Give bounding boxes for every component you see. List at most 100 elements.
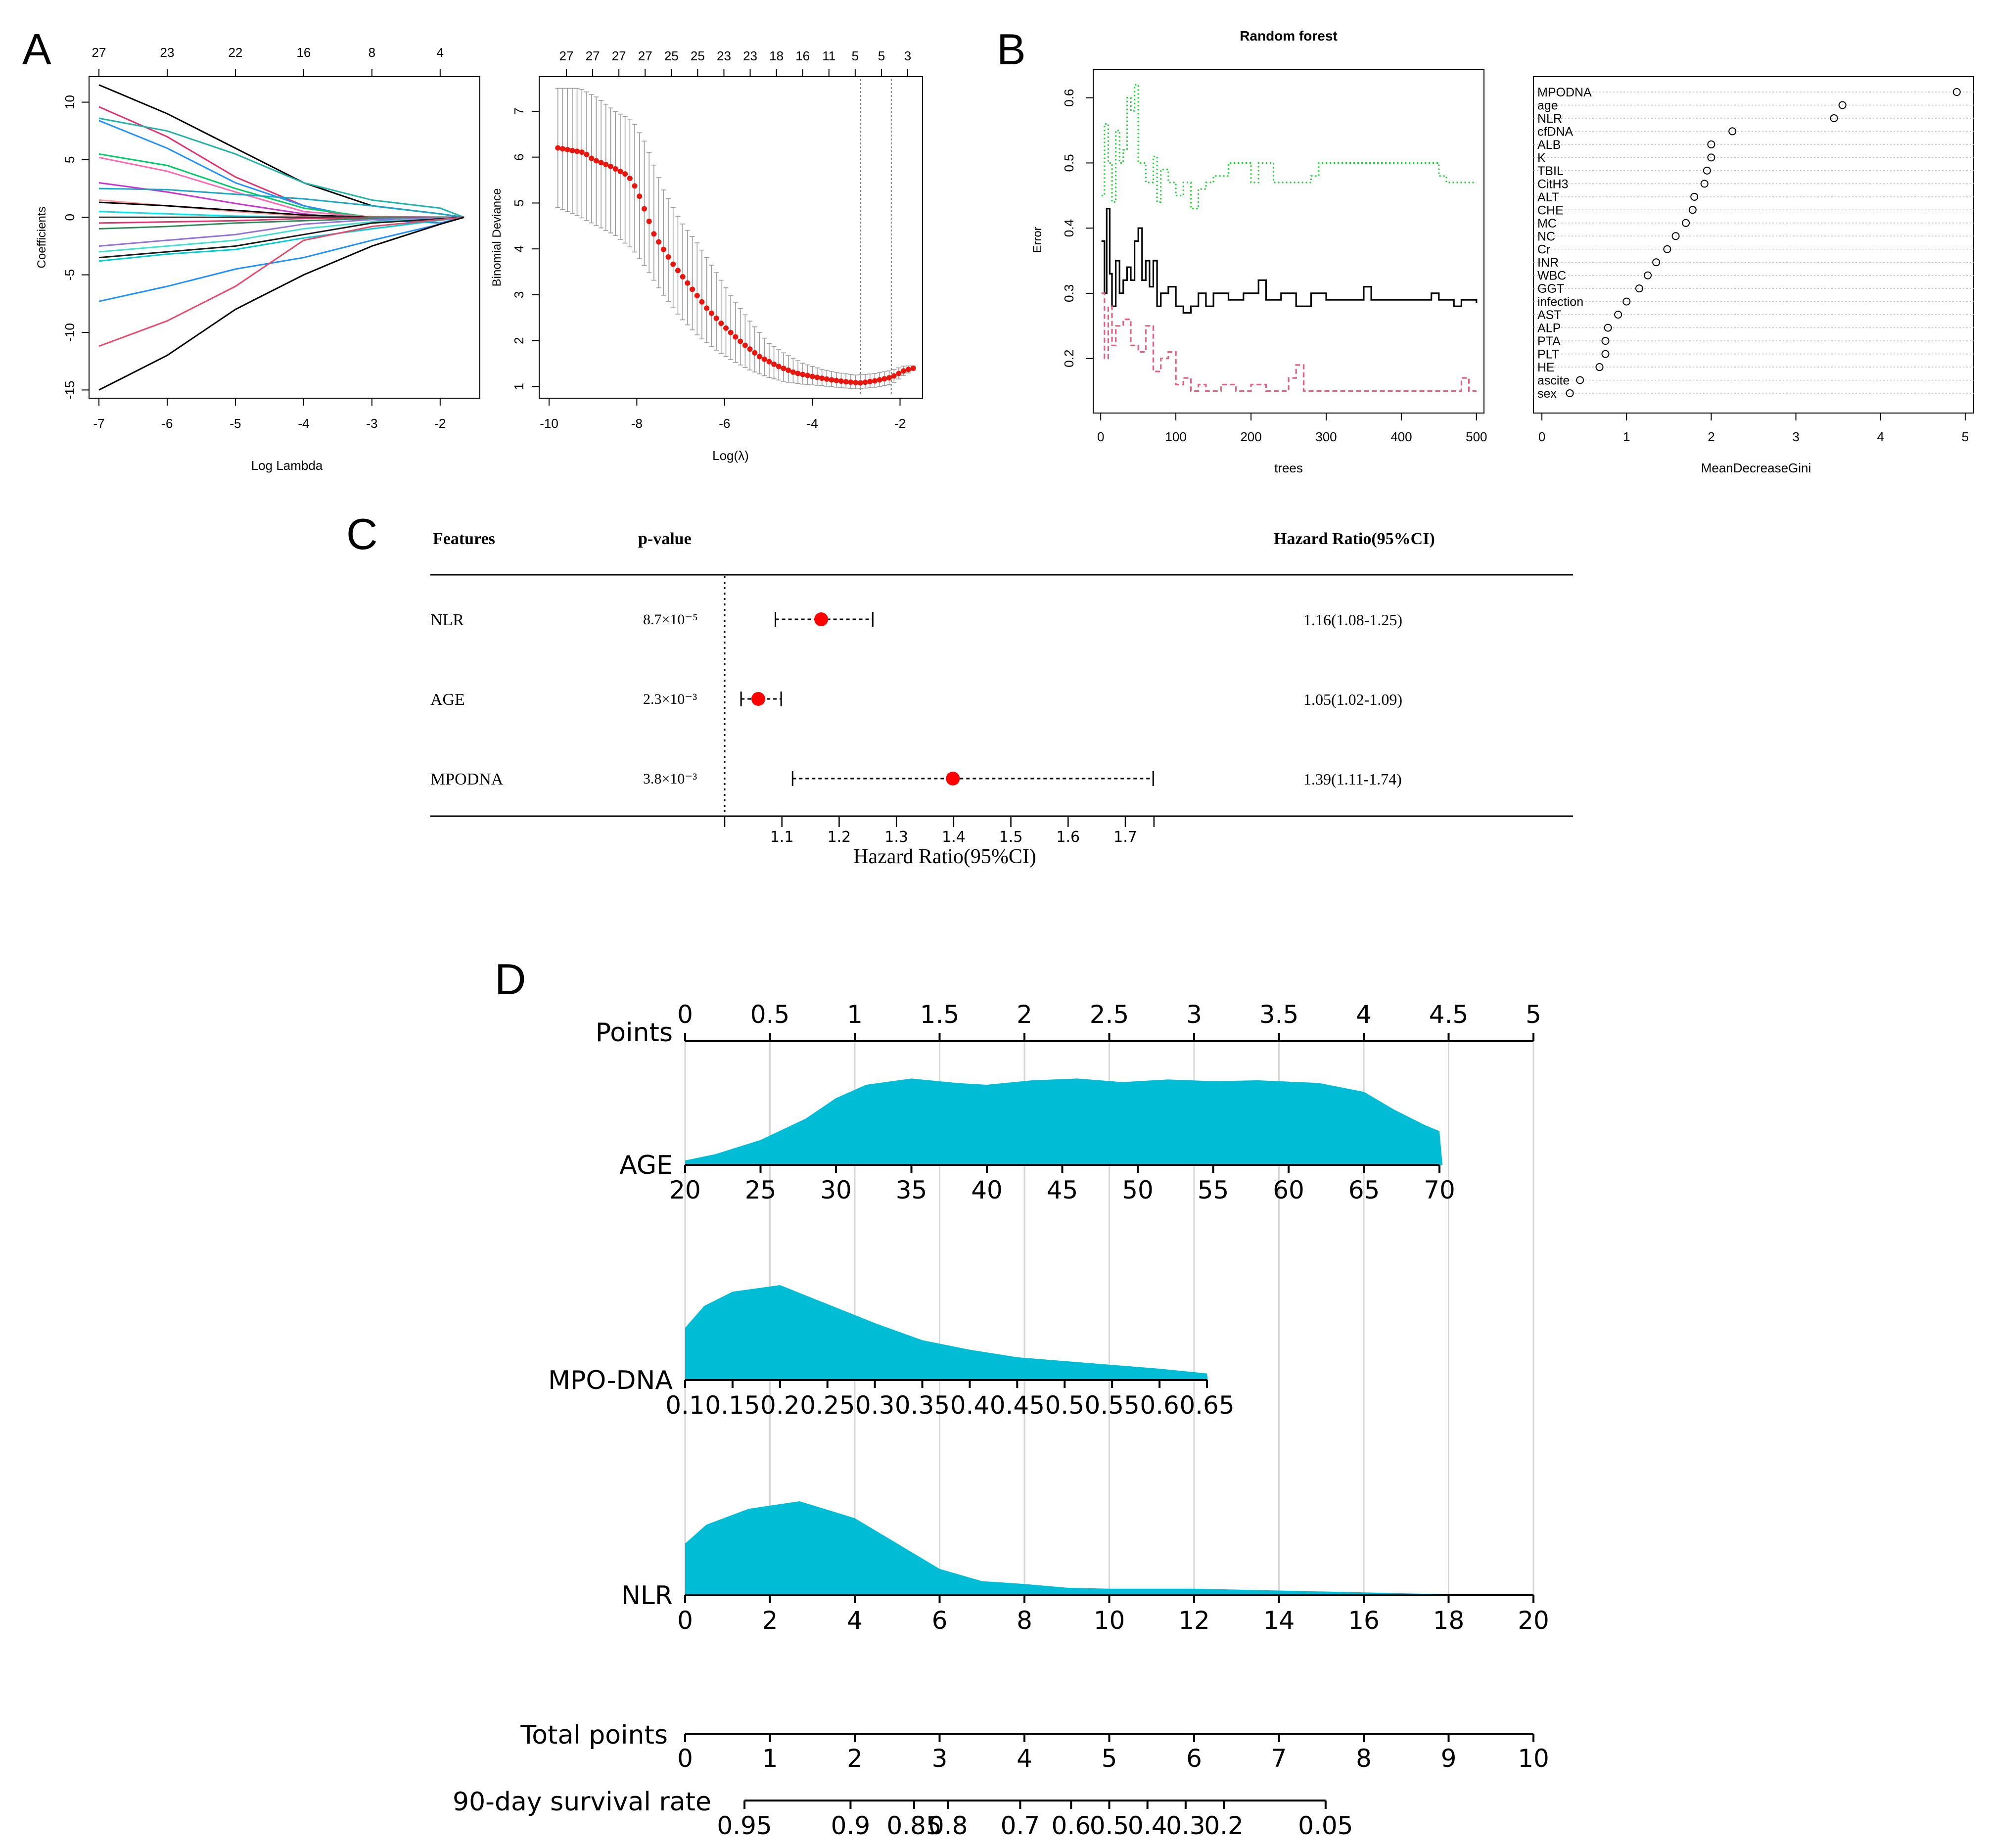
deviance-points xyxy=(555,145,916,386)
plot-frame xyxy=(89,76,480,399)
deviance-point xyxy=(738,338,743,344)
total-points-axis: 0 1 2 3 4 5 6 7 8 9 10 Total points xyxy=(520,1720,1549,1773)
importance-point xyxy=(1614,311,1622,319)
top-tick-label: 23 xyxy=(717,48,731,63)
x-axis-ticks: 0 1 2 3 4 5 xyxy=(1538,413,1969,444)
lasso-coefficient-plot: -7 -6 -5 -4 -3 -2 -15 -10 -5 0 5 10 27 23 22 16 8 4 Log… xyxy=(35,45,480,473)
y-tick-label: -15 xyxy=(62,381,77,400)
coefficient-path-8 xyxy=(98,187,464,218)
points-tick-label: 5 xyxy=(1526,1000,1541,1029)
x-tick-label: 5 xyxy=(1962,429,1969,444)
y-tick-label: 2 xyxy=(511,337,526,344)
header-features: Features xyxy=(433,530,495,548)
panel-label-c: C xyxy=(346,509,378,558)
p-value: 3.8×10⁻³ xyxy=(643,771,697,787)
deviance-point xyxy=(656,239,662,245)
top-tick-label: 18 xyxy=(769,48,784,63)
deviance-point xyxy=(877,377,882,383)
survival-tick-label: 0.9 xyxy=(831,1811,871,1840)
p-value: 2.3×10⁻³ xyxy=(643,691,697,707)
variable-tick-label: 12 xyxy=(1178,1606,1210,1635)
total-points-tick-label: 7 xyxy=(1271,1744,1287,1773)
variable-label: age xyxy=(1537,98,1558,112)
x-tick-label: -4 xyxy=(298,416,309,431)
deviance-point xyxy=(819,375,825,381)
variable-label: TBIL xyxy=(1537,164,1564,178)
y-axis-ticks: 1 2 3 4 5 6 7 xyxy=(511,108,539,390)
error-series-3 xyxy=(1101,84,1477,210)
top-tick-label: 25 xyxy=(664,48,679,63)
variable-tick-label: 70 xyxy=(1424,1176,1455,1204)
feature-name: MPODNA xyxy=(430,770,504,788)
coefficient-path-21 xyxy=(98,216,464,391)
total-points-tick-label: 0 xyxy=(677,1744,693,1773)
variable-tick-label: 25 xyxy=(745,1176,777,1204)
panel-label-d: D xyxy=(495,955,526,1004)
top-tick-label: 27 xyxy=(612,48,626,63)
total-points-axis-label: Total points xyxy=(520,1720,668,1750)
coefficient-path-6 xyxy=(98,156,464,218)
deviance-point xyxy=(569,147,575,153)
x-tick-label: -7 xyxy=(93,416,104,431)
x-tick-label: -4 xyxy=(807,416,818,431)
deviance-point xyxy=(699,299,705,305)
deviance-point xyxy=(752,350,758,356)
variable-tick-label: 0.5 xyxy=(1045,1391,1085,1420)
variable-label: ALB xyxy=(1537,138,1561,152)
importance-point xyxy=(1688,206,1697,214)
points-tick-label: 4 xyxy=(1356,1000,1372,1029)
x-tick-label: 500 xyxy=(1466,429,1487,444)
deviance-point xyxy=(564,147,570,153)
survival-tick-label: 0.2 xyxy=(1204,1811,1244,1840)
deviance-point xyxy=(776,364,782,370)
variable-tick-label: 20 xyxy=(669,1176,701,1204)
variable-label: PTA xyxy=(1537,334,1561,348)
y-tick-label: 3 xyxy=(511,291,526,298)
variable-label: MC xyxy=(1537,217,1557,231)
deviance-point xyxy=(660,246,666,252)
points-tick-label: 1 xyxy=(847,1000,863,1029)
variable-tick-label: 0.65 xyxy=(1179,1391,1234,1420)
deviance-point xyxy=(814,374,820,380)
hazard-ratio-axis: 1.1 1.2 1.3 1.4 1.5 1.6 1.7 xyxy=(724,817,1155,846)
variable-label: NLR xyxy=(621,1581,673,1611)
points-tick-label: 0 xyxy=(677,1000,693,1029)
variable-label: CHE xyxy=(1537,203,1564,217)
variable-tick-label: 45 xyxy=(1047,1176,1078,1204)
x-tick-label: 0 xyxy=(1097,429,1104,444)
coefficient-path-5 xyxy=(98,153,464,218)
top-tick-label: 27 xyxy=(92,45,106,60)
variable-tick-label: 0.2 xyxy=(760,1391,800,1420)
top-tick-label: 11 xyxy=(822,48,835,63)
deviance-point xyxy=(713,315,719,321)
variable-label: GGT xyxy=(1537,282,1564,296)
axis-tick-label: 1.7 xyxy=(1113,829,1137,846)
deviance-point xyxy=(829,377,834,383)
variable-tick-label: 16 xyxy=(1348,1606,1380,1635)
variable-label: MPODNA xyxy=(1537,86,1592,99)
top-tick-label: 27 xyxy=(586,48,600,63)
coefficient-path-9 xyxy=(98,199,464,218)
top-tick-label: 25 xyxy=(691,48,705,63)
variable-tick-label: 35 xyxy=(896,1176,927,1204)
top-axis-ticks: 27 27 27 27 25 25 23 23 18 16 11 5 5 3 xyxy=(559,48,911,77)
y-tick-label: 4 xyxy=(511,245,526,252)
variable-tick-label: 0.4 xyxy=(950,1391,990,1420)
variable-label: HE xyxy=(1537,361,1555,374)
deviance-point xyxy=(881,376,887,382)
deviance-point xyxy=(612,166,618,172)
total-points-tick-label: 4 xyxy=(1017,1744,1032,1773)
deviance-point xyxy=(637,193,643,199)
axis-tick-label: 1.2 xyxy=(828,829,851,846)
x-axis-label: Log(λ) xyxy=(712,448,749,463)
x-tick-label: -6 xyxy=(719,416,730,431)
deviance-point xyxy=(627,176,633,182)
deviance-point xyxy=(608,163,614,169)
coefficient-path-13 xyxy=(98,216,464,224)
panel-label-b: B xyxy=(997,25,1026,74)
y-axis-label: Error xyxy=(1031,227,1044,253)
deviance-point xyxy=(790,369,796,375)
y-tick-label: 6 xyxy=(511,153,526,160)
total-points-tick-label: 9 xyxy=(1441,1744,1457,1773)
coefficient-path-3 xyxy=(98,117,464,218)
